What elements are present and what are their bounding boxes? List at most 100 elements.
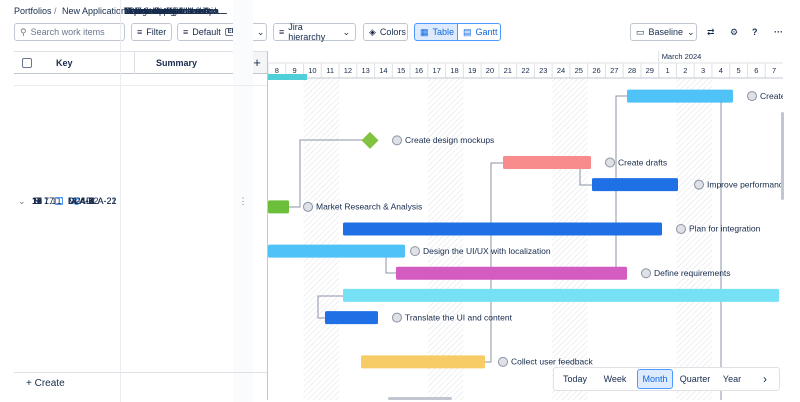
gantt-bar[interactable] (592, 178, 678, 192)
weekend-shade (303, 78, 322, 400)
work-item-key[interactable]: M24-6 (68, 196, 94, 206)
work-item-key[interactable]: DLA-3 (68, 196, 94, 206)
day-label: 24 (557, 66, 565, 75)
day-label: 25 (575, 66, 583, 75)
day-label: 23 (539, 66, 547, 75)
row-number: 15 (31, 196, 42, 206)
bar-label: Plan for integration (689, 224, 761, 234)
zoom-option[interactable]: Quarter (679, 374, 711, 384)
weekend-shade (694, 78, 712, 400)
zoom-option[interactable]: Today (562, 374, 588, 384)
work-item-key[interactable]: M24-2 (68, 196, 94, 206)
work-item-key[interactable]: DLA-21 (86, 196, 117, 206)
row-number: 16 (31, 196, 42, 206)
pane-divider (267, 51, 268, 400)
row-number: 7.1 (44, 196, 57, 206)
v-scrollbar[interactable] (781, 112, 784, 200)
bar-label: Market Research & Analysis (316, 202, 422, 212)
day-label: 26 (592, 66, 600, 75)
avatar (694, 179, 704, 190)
search-box[interactable]: ⚲ Search work items (14, 23, 125, 41)
work-item-key[interactable]: DLA-2 (68, 196, 94, 206)
day-label: 29 (646, 66, 654, 75)
day-label: 8 (275, 66, 279, 75)
month-label: March 2024 (662, 52, 702, 61)
dependency-line (317, 295, 343, 319)
avatar (303, 201, 313, 212)
column-header: Key (56, 58, 73, 68)
row-number: 18 (31, 196, 42, 206)
h-scrollbar[interactable] (388, 397, 452, 400)
gantt-bar[interactable] (627, 89, 733, 103)
select-all[interactable] (22, 58, 32, 68)
breadcrumb[interactable]: Portfolios (14, 6, 52, 16)
day-label: 15 (397, 66, 405, 75)
bar-label: Create drafts (618, 157, 667, 167)
filter-button[interactable]: ≡ Filter (131, 23, 172, 41)
zoom-next[interactable]: › (763, 372, 767, 386)
hierarchy-dropdown[interactable]: ≡ Jira hierarchy ⌄ (273, 22, 356, 42)
table-toggle[interactable]: ▦ Table (414, 23, 458, 41)
day-label: 14 (379, 66, 387, 75)
work-item-key[interactable]: DLA-6 (68, 196, 94, 206)
day-label: 6 (754, 66, 758, 75)
bar-label: Create drafts (760, 91, 800, 101)
day-label: 28 (628, 66, 636, 75)
gantt-bar[interactable] (343, 222, 662, 236)
day-label: 21 (504, 66, 512, 75)
gantt-bar[interactable] (503, 156, 591, 170)
day-label: 17 (433, 66, 441, 75)
day-label: 11 (326, 66, 334, 75)
subtask-icon (73, 0, 80, 402)
gantt-bar[interactable] (361, 355, 485, 369)
day-label: 7 (772, 66, 776, 75)
work-item-key[interactable]: DLA-12 (68, 196, 99, 206)
baseline-dropdown[interactable]: ▭ Baseline ⌄ (630, 23, 697, 41)
breadcrumb[interactable]: New Application Plan (62, 6, 147, 16)
work-item-key[interactable]: DLA-22 (86, 196, 117, 206)
day-label: 19 (468, 66, 476, 75)
gantt-bar[interactable] (325, 311, 378, 325)
day-label: 13 (362, 66, 370, 75)
day-label: 9 (293, 66, 297, 75)
weekend-shade (321, 78, 340, 400)
gantt-bar[interactable] (268, 200, 289, 214)
milestone[interactable] (361, 131, 379, 149)
bar-label: Collect user feedback (511, 357, 593, 367)
work-item-key[interactable]: DLA-1 (68, 196, 94, 206)
label: Jira hierarchy (288, 22, 326, 42)
row-number: 8 (34, 196, 40, 206)
gantt-bar[interactable] (343, 288, 779, 302)
help-button[interactable]: ? (747, 23, 765, 41)
separator: / (54, 6, 57, 16)
more-button[interactable]: ··· (774, 27, 783, 37)
zoom-option[interactable]: Month (637, 369, 673, 389)
gantt-bar[interactable] (396, 266, 627, 280)
row-menu[interactable]: ⋮ (233, 0, 253, 402)
expand-chevron[interactable]: ⌄ (18, 195, 26, 206)
work-item-key[interactable]: M24-3 (68, 196, 94, 206)
label: Gantt (475, 27, 498, 37)
create-button[interactable]: + Create (26, 378, 65, 389)
icon (55, 197, 63, 205)
work-item-key[interactable]: DLA-8 (68, 196, 94, 206)
zoom-option[interactable]: Year (722, 374, 742, 384)
zoom-option[interactable]: Week (603, 374, 627, 384)
label: Create (34, 378, 65, 389)
label: Table (432, 27, 455, 37)
icon-button[interactable]: ⇄ (707, 26, 715, 37)
label: Filter (146, 27, 167, 37)
work-item-key[interactable]: M24-5 (68, 196, 94, 206)
row-number: 12 (31, 196, 42, 206)
colors-button[interactable]: ◈ Colors (363, 23, 408, 41)
row-number: 13 (31, 196, 42, 206)
row-number: 17 (31, 196, 42, 206)
day-label: 22 (521, 66, 529, 75)
work-item-key[interactable]: DLA-5 (68, 196, 94, 206)
icon-button[interactable]: ⚙ (730, 26, 739, 37)
bar-label: Improve performance (707, 179, 788, 189)
gantt-bar[interactable] (268, 244, 405, 258)
avatar (747, 91, 757, 102)
weekend-shade (552, 78, 570, 400)
gantt-toggle[interactable]: ▤ Gantt (457, 23, 501, 41)
